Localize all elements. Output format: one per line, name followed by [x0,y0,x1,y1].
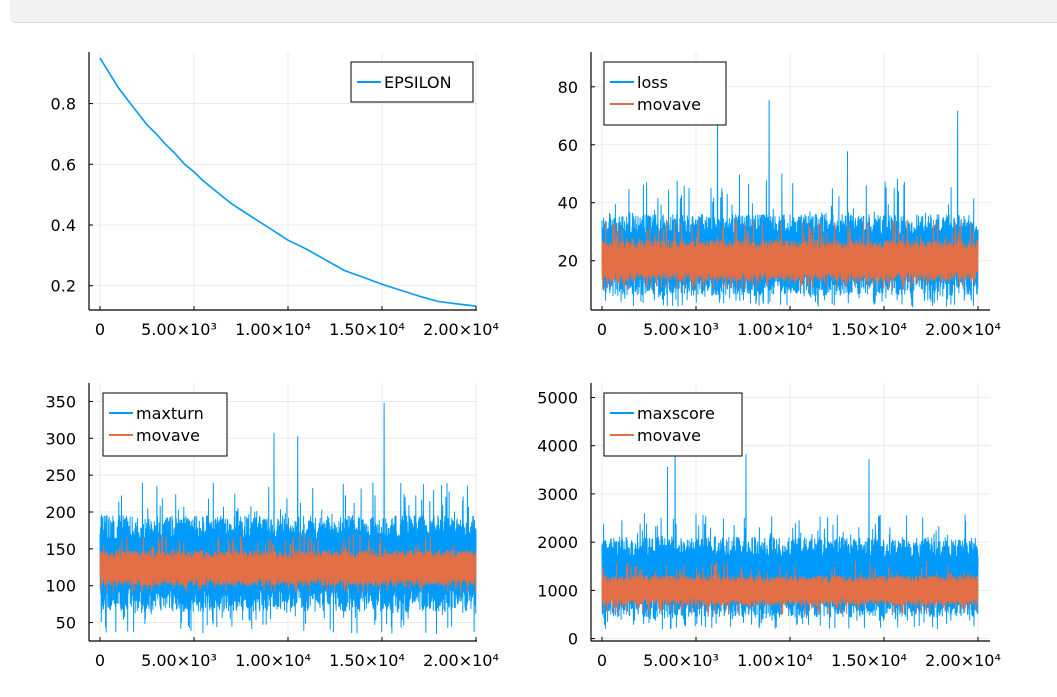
x-tick-label: 0 [597,651,607,670]
legend-label: movave [637,426,701,445]
data-layer [99,402,477,634]
x-tick-label: 5.00×10³ [141,320,217,339]
x-tick-label: 1.00×10⁴ [737,651,813,670]
y-tick-label: 0.8 [51,95,76,114]
x-tick-label: 1.00×10⁴ [235,651,311,670]
subplot-4: 0 1000 2000 3000 4000 5000 0 5.00×10³ 1.00×10⁴ 1.… [537,383,1001,670]
y-tick-label: 20 [558,252,578,271]
x-tick-label: 1.50×10⁴ [329,320,405,339]
legend: loss movave [603,61,727,126]
x-tick-label: 0 [597,320,607,339]
y-tick-label: 40 [558,194,578,213]
y-tick-label: 350 [45,392,76,411]
subplot-1: 0.2 0.4 0.6 0.8 0 5.00×10³ 1.00×10⁴ 1.50×10⁴ 2.0… [51,52,499,339]
x-tick-label: 1.00×10⁴ [737,320,813,339]
x-tick-label: 1.50×10⁴ [831,651,907,670]
x-tick-label: 1.00×10⁴ [235,320,311,339]
legend-label: movave [637,95,701,114]
x-tick-label: 2.00×10⁴ [423,320,499,339]
y-tick-label: 0 [568,630,578,649]
subplot-2: 20 40 60 80 0 5.00×10³ 1.00×10⁴ 1.50×10⁴ 2.00×10… [558,52,1001,339]
legend-label: maxscore [637,404,715,423]
x-tick-label: 1.50×10⁴ [831,320,907,339]
y-tick-label: 250 [45,466,76,485]
y-tick-label: 3000 [537,485,578,504]
x-tick-label: 5.00×10³ [643,651,719,670]
y-tick-label: 0.6 [51,155,76,174]
series-line-2 [601,561,979,615]
y-tick-label: 80 [558,78,578,97]
y-tick-label: 0.2 [51,277,76,296]
y-tick-label: 150 [45,540,76,559]
legend-label: maxturn [136,404,204,423]
y-tick-label: 5000 [537,388,578,407]
series-line-2 [601,219,979,291]
y-tick-label: 60 [558,136,578,155]
x-tick-label: 0 [95,651,105,670]
legend-box [603,61,727,126]
legend: maxturn movave [102,392,228,457]
x-tick-label: 2.00×10⁴ [423,651,499,670]
x-tick-label: 5.00×10³ [141,651,217,670]
data-layer [601,422,979,630]
legend-label: movave [136,426,200,445]
y-tick-label: 2000 [537,533,578,552]
y-tick-label: 200 [45,503,76,522]
series-line-1 [99,57,477,307]
y-tick-label: 0.4 [51,216,76,235]
y-tick-label: 4000 [537,437,578,456]
legend-box [102,392,228,457]
data-layer [601,99,979,308]
legend-label: EPSILON [384,73,452,92]
x-tick-label: 1.50×10⁴ [329,651,405,670]
legend: maxscore movave [603,392,743,457]
y-tick-label: 300 [45,429,76,448]
y-tick-label: 50 [56,614,76,633]
y-tick-label: 1000 [537,581,578,600]
window-top-bar [10,0,1057,23]
subplot-3: 50 100 150 200 250 300 350 0 5.00×10³ 1.00×10⁴ 1.5… [45,383,499,670]
y-tick-label: 100 [45,577,76,596]
x-tick-label: 2.00×10⁴ [925,320,1001,339]
x-tick-label: 5.00×10³ [643,320,719,339]
legend: EPSILON [350,61,474,103]
data-layer [99,57,477,307]
legend-label: loss [637,73,668,92]
x-tick-label: 0 [95,320,105,339]
legend-box [603,392,743,457]
series-line-2 [99,533,477,594]
x-tick-label: 2.00×10⁴ [925,651,1001,670]
